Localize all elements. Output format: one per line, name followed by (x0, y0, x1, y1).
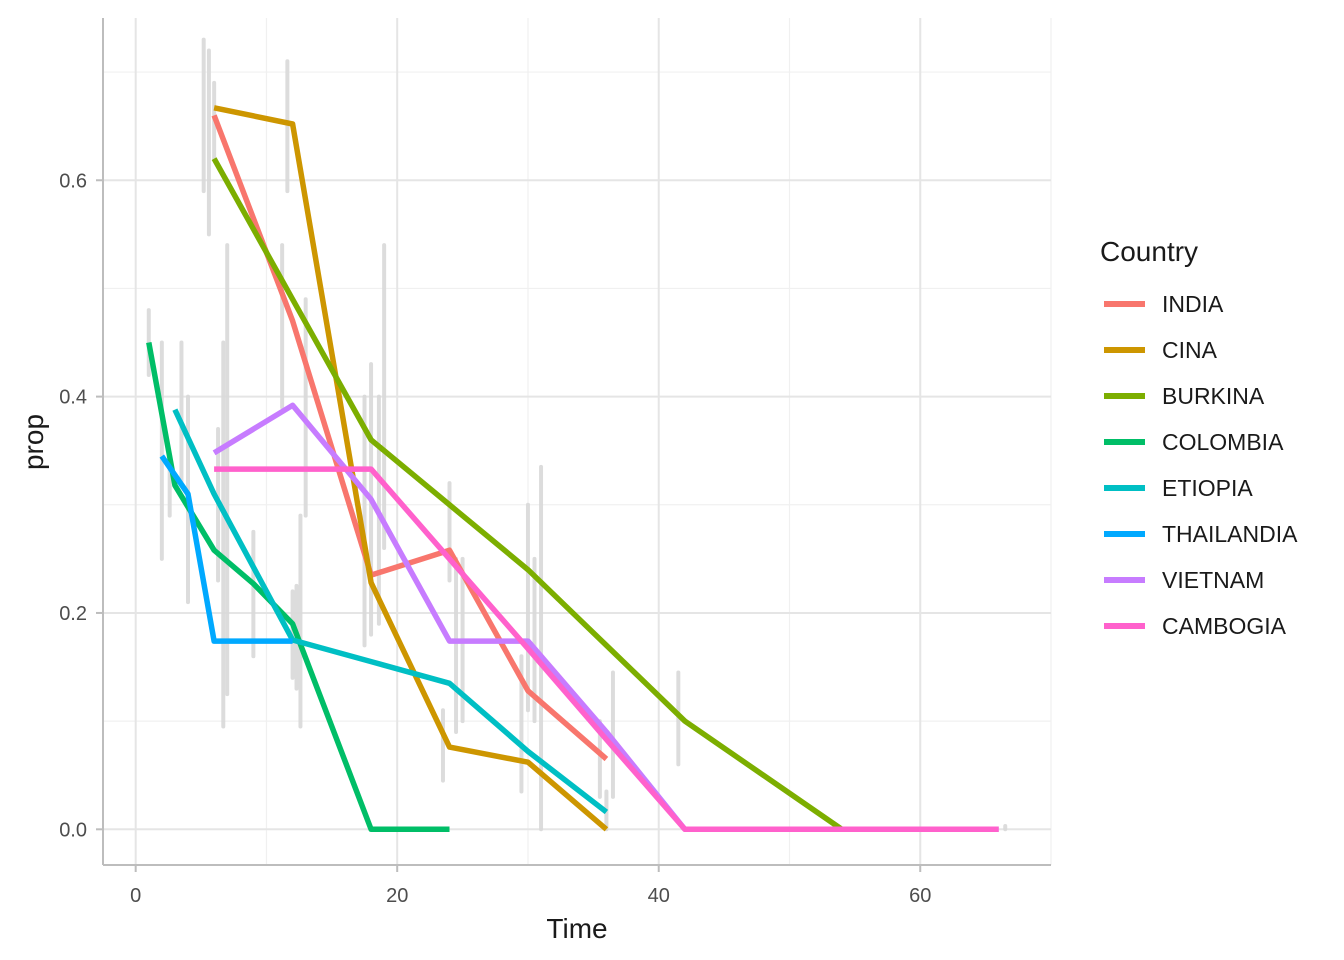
legend-title: Country (1100, 236, 1198, 267)
series-line-colombia (146, 342, 450, 833)
y-tick-label: 0.4 (59, 387, 87, 409)
legend-label-thailandia: THAILANDIA (1162, 521, 1298, 547)
series-line-burkina (211, 157, 844, 832)
y-tick-label: 0.0 (59, 819, 87, 841)
legend-items: INDIA CINA BURKINA COLOMBIA ETIOPIA THAILANDI… (1104, 291, 1298, 639)
y-axis-ticks: 0.0 0.2 0.4 0.6 (59, 170, 103, 841)
minor-gridlines (103, 18, 1052, 865)
x-tick-label: 20 (386, 885, 408, 907)
x-tick-label: 60 (909, 885, 931, 907)
y-tick-label: 0.2 (59, 603, 87, 625)
y-tick-label: 0.6 (59, 170, 87, 192)
legend-label-burkina: BURKINA (1162, 383, 1265, 409)
legend-label-colombia: COLOMBIA (1162, 429, 1284, 455)
x-tick-label: 40 (648, 885, 670, 907)
legend-label-india: INDIA (1162, 291, 1224, 317)
series-line-cina (213, 105, 609, 832)
legend-label-cambogia: CAMBOGIA (1162, 613, 1287, 639)
series-line-india (211, 114, 609, 762)
series-line-cambogia (214, 466, 999, 833)
axes (102, 18, 1051, 866)
series-line-thailandia (159, 454, 293, 644)
error-bars (146, 37, 1008, 832)
legend-label-etiopia: ETIOPIA (1162, 475, 1253, 501)
y-axis-title: prop (18, 414, 49, 470)
series-line-etiopia (172, 408, 609, 815)
x-axis-ticks: 0 20 40 60 (130, 865, 931, 907)
x-axis-title: Time (546, 913, 607, 944)
x-tick-label: 0 (130, 885, 141, 907)
legend: Country INDIA CINA BURKINA COLOMBIA ETIOPIA T… (1100, 236, 1298, 639)
series-lines (146, 105, 999, 833)
legend-label-vietnam: VIETNAM (1162, 567, 1264, 593)
legend-label-cina: CINA (1162, 337, 1218, 363)
major-gridlines (103, 18, 1051, 865)
